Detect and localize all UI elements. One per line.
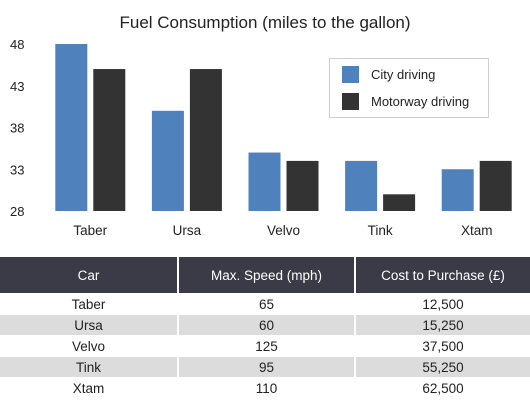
cell-cost: 62,500 (355, 377, 530, 398)
legend-item-city: City driving (342, 66, 435, 83)
bar-city (248, 152, 281, 211)
cell-speed: 60 (178, 314, 356, 336)
table-header-row: Car Max. Speed (mph) Cost to Purchase (£… (0, 257, 530, 294)
bar-city (345, 160, 378, 211)
bar-motorway (189, 69, 222, 211)
bar-city (55, 44, 88, 211)
x-tick-label: Tink (368, 223, 393, 238)
legend-swatch-motorway (342, 93, 359, 110)
header-max-speed: Max. Speed (mph) (178, 257, 356, 294)
bar-city (441, 169, 474, 211)
car-specs-table: Car Max. Speed (mph) Cost to Purchase (£… (0, 257, 530, 398)
bar-motorway (383, 194, 416, 211)
header-car: Car (0, 257, 179, 294)
table-row: Taber 65 12,500 (0, 293, 530, 315)
y-tick-label: 28 (10, 204, 24, 219)
legend-label-motorway: Motorway driving (371, 94, 470, 109)
bar-city (151, 110, 184, 211)
chart-legend: City driving Motorway driving (329, 58, 489, 118)
bars-group (55, 44, 512, 211)
cell-cost: 12,500 (355, 293, 530, 315)
cell-car: Xtam (0, 377, 179, 398)
table-row: Tink 95 55,250 (0, 356, 530, 378)
table-row: Xtam 110 62,500 (0, 377, 530, 398)
bar-motorway (286, 160, 319, 211)
cell-car: Ursa (0, 314, 179, 336)
x-tick-label: Xtam (461, 223, 493, 238)
y-tick-label: 33 (10, 162, 24, 177)
cell-cost: 15,250 (355, 314, 530, 336)
x-axis: Taber Ursa Velvo Tink Xtam (73, 223, 492, 238)
y-axis: 28 33 38 43 48 (10, 37, 24, 219)
table-row: Velvo 125 37,500 (0, 335, 530, 357)
legend-item-motorway: Motorway driving (342, 93, 469, 110)
y-tick-label: 48 (10, 37, 24, 52)
legend-swatch-city (342, 66, 359, 83)
cell-speed: 65 (178, 293, 356, 315)
chart-title: Fuel Consumption (miles to the gallon) (119, 13, 410, 32)
cell-speed: 110 (178, 377, 356, 398)
x-tick-label: Velvo (267, 223, 300, 238)
table-row: Ursa 60 15,250 (0, 314, 530, 336)
header-cost: Cost to Purchase (£) (355, 257, 530, 294)
y-tick-label: 38 (10, 121, 24, 136)
cell-car: Velvo (0, 335, 179, 357)
bar-motorway (479, 160, 512, 211)
y-tick-label: 43 (10, 79, 24, 94)
x-tick-label: Taber (73, 223, 107, 238)
cell-cost: 37,500 (355, 335, 530, 357)
cell-speed: 95 (178, 356, 356, 378)
x-tick-label: Ursa (173, 223, 202, 238)
cell-car: Tink (0, 356, 179, 378)
bar-chart: Fuel Consumption (miles to the gallon) 2… (10, 13, 512, 238)
cell-car: Taber (0, 293, 179, 315)
cell-cost: 55,250 (355, 356, 530, 378)
legend-label-city: City driving (371, 67, 436, 82)
bar-motorway (93, 69, 126, 211)
cell-speed: 125 (178, 335, 356, 357)
